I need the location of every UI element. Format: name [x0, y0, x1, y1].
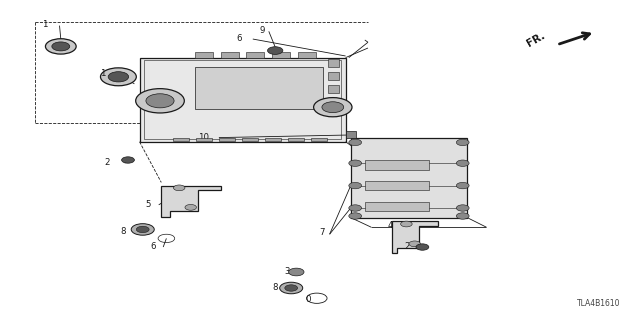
Circle shape [136, 89, 184, 113]
Circle shape [185, 204, 196, 210]
Bar [298, 52, 316, 58]
Text: 7: 7 [319, 228, 324, 237]
Circle shape [146, 94, 174, 108]
Text: 10: 10 [198, 133, 209, 142]
Circle shape [416, 244, 429, 250]
Circle shape [349, 139, 362, 146]
Circle shape [456, 205, 469, 211]
Circle shape [108, 72, 129, 82]
Polygon shape [161, 186, 221, 217]
Text: TLA4B1610: TLA4B1610 [577, 299, 621, 308]
Circle shape [280, 282, 303, 294]
Circle shape [285, 285, 298, 291]
Text: 3: 3 [284, 268, 289, 276]
Bar [365, 181, 429, 190]
Circle shape [52, 42, 70, 51]
Polygon shape [351, 138, 467, 218]
Bar [195, 52, 213, 58]
Circle shape [349, 213, 362, 219]
Circle shape [45, 39, 76, 54]
Circle shape [314, 98, 352, 117]
Circle shape [173, 185, 185, 191]
Bar [173, 138, 189, 141]
Text: 5: 5 [146, 200, 151, 209]
Text: 1: 1 [100, 69, 105, 78]
Bar [328, 59, 339, 67]
Text: FR.: FR. [525, 31, 547, 49]
Text: 4: 4 [388, 221, 393, 230]
Circle shape [349, 182, 362, 189]
Text: 0: 0 [305, 295, 310, 304]
Bar [288, 138, 304, 141]
Circle shape [456, 139, 469, 146]
Text: 8: 8 [120, 227, 125, 236]
Text: 6: 6 [236, 34, 241, 43]
Circle shape [456, 182, 469, 189]
Circle shape [349, 160, 362, 166]
Circle shape [401, 221, 412, 227]
Bar [265, 138, 281, 141]
Polygon shape [140, 58, 346, 142]
Circle shape [289, 268, 304, 276]
Circle shape [122, 157, 134, 163]
Polygon shape [195, 67, 323, 109]
Circle shape [136, 226, 149, 233]
Circle shape [409, 241, 420, 247]
Bar [242, 138, 258, 141]
Text: 9: 9 [260, 26, 265, 35]
Bar [311, 138, 327, 141]
Bar [365, 160, 429, 170]
Bar [346, 131, 356, 138]
Circle shape [456, 213, 469, 219]
Text: 8: 8 [273, 284, 278, 292]
Bar [196, 138, 212, 141]
Text: 2: 2 [104, 158, 109, 167]
Circle shape [456, 160, 469, 166]
Bar [272, 52, 290, 58]
Bar [365, 202, 429, 211]
Bar [221, 52, 239, 58]
Circle shape [131, 224, 154, 235]
Text: 6: 6 [151, 242, 156, 251]
Text: 2: 2 [404, 242, 410, 251]
Bar [219, 138, 235, 141]
Polygon shape [392, 221, 438, 253]
Bar [328, 85, 339, 93]
Bar [328, 72, 339, 80]
Circle shape [100, 68, 136, 86]
Circle shape [322, 102, 344, 113]
Circle shape [349, 205, 362, 211]
Bar [246, 52, 264, 58]
Circle shape [268, 47, 283, 54]
Text: 1: 1 [42, 20, 47, 29]
